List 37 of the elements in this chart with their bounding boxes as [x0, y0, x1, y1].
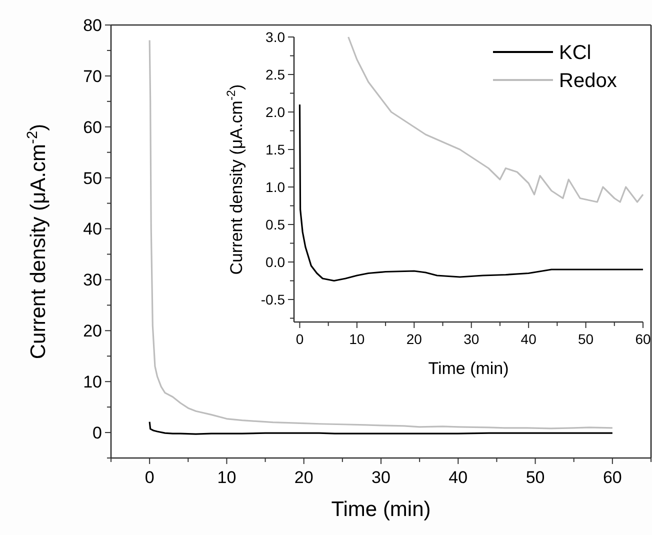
x-tick-label: 50	[526, 468, 545, 487]
x-tick-label: 60	[635, 331, 651, 347]
line-series	[348, 36, 644, 203]
y-tick-label: 0	[92, 423, 102, 442]
x-tick-label: 20	[406, 331, 422, 347]
line-series	[298, 104, 644, 282]
x-tick-label: 0	[144, 468, 154, 487]
y-tick-label: 3.0	[266, 28, 286, 45]
x-axis-title: Time (min)	[331, 498, 431, 521]
y-tick-label: 10	[83, 372, 102, 392]
y-tick-label: 40	[83, 220, 102, 239]
y-tick-label: 60	[83, 118, 102, 137]
y-tick-label: 80	[83, 16, 102, 35]
y-tick-label: 50	[83, 168, 102, 188]
x-axis-title: Time (min)	[428, 359, 509, 378]
y-tick-label: 2.5	[266, 66, 286, 82]
y-tick-label: 1.5	[266, 141, 286, 158]
legend-label: Redox	[559, 70, 617, 92]
x-tick-label: 30	[372, 468, 390, 487]
x-tick-label: 20	[294, 468, 314, 487]
y-tick-label: 0.0	[266, 254, 286, 270]
y-tick-label: 1.0	[266, 178, 286, 195]
x-tick-label: 10	[217, 468, 236, 487]
x-tick-label: 30	[464, 331, 480, 347]
legend-label: KCl	[559, 42, 592, 64]
y-tick-label: 0.5	[266, 216, 286, 232]
y-tick-label: 30	[83, 270, 102, 290]
y-tick-label: 2.0	[266, 104, 286, 120]
x-tick-label: 10	[349, 331, 365, 347]
y-tick-label: -0.5	[260, 291, 286, 308]
x-tick-label: 40	[520, 331, 537, 347]
y-tick-label: 70	[83, 66, 102, 86]
x-tick-label: 40	[448, 468, 468, 487]
line-series	[148, 421, 614, 435]
x-tick-label: 50	[578, 331, 594, 347]
x-tick-label: 60	[602, 468, 622, 487]
x-tick-label: 0	[296, 331, 304, 347]
